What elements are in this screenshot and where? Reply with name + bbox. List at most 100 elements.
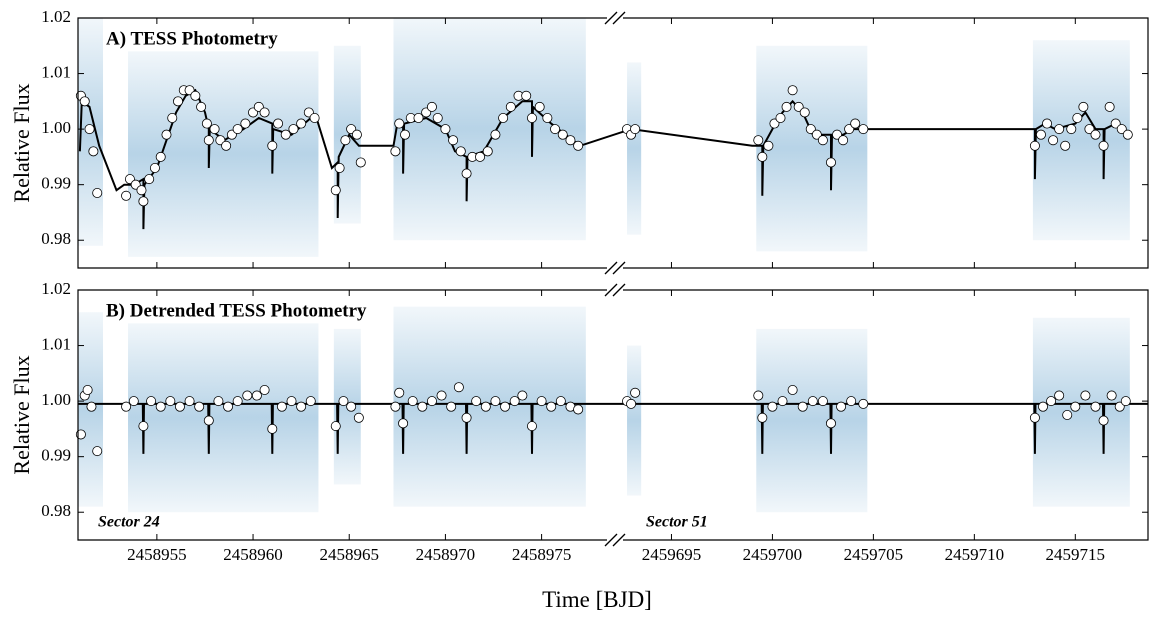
binned-point — [173, 96, 184, 107]
binned-point — [84, 124, 95, 135]
binned-point — [121, 190, 132, 201]
binned-point — [767, 401, 778, 412]
binned-point — [1054, 390, 1065, 401]
binned-point — [413, 113, 424, 124]
binned-point — [288, 124, 299, 135]
x-tick-label: 2458970 — [416, 545, 476, 564]
binned-point — [213, 396, 224, 407]
binned-point — [346, 401, 357, 412]
binned-point — [273, 118, 284, 129]
binned-point — [155, 151, 166, 162]
y-tick-label: 1.00 — [41, 118, 71, 137]
binned-point — [165, 396, 176, 407]
binned-point — [565, 135, 576, 146]
axis-break — [612, 283, 626, 297]
binned-point — [534, 101, 545, 112]
binned-point — [138, 421, 149, 432]
binned-point — [436, 390, 447, 401]
binned-point — [448, 135, 459, 146]
binned-point — [630, 124, 641, 135]
binned-point — [259, 107, 270, 118]
flux-scatter — [128, 323, 319, 513]
binned-point — [509, 396, 520, 407]
binned-point — [482, 146, 493, 157]
binned-point — [1078, 101, 1089, 112]
binned-point — [240, 118, 251, 129]
binned-point — [446, 401, 457, 412]
binned-point — [626, 398, 637, 409]
binned-point — [259, 384, 270, 395]
binned-point — [475, 151, 486, 162]
binned-point — [394, 387, 405, 398]
binned-point — [144, 174, 155, 185]
binned-point — [1106, 390, 1117, 401]
binned-point — [573, 404, 584, 415]
binned-point — [505, 101, 516, 112]
binned-point — [146, 396, 157, 407]
binned-point — [1029, 140, 1040, 151]
binned-point — [797, 401, 808, 412]
binned-point — [223, 401, 234, 412]
binned-point — [461, 412, 472, 423]
binned-point — [390, 401, 401, 412]
y-tick-label: 1.01 — [41, 334, 71, 353]
y-tick-label: 1.02 — [41, 7, 71, 26]
panel: 0.98 0.99 1.00 1.01 1.02 A) TESS Photometry Re… — [9, 7, 1149, 275]
binned-point — [251, 390, 262, 401]
binned-point — [517, 390, 528, 401]
binned-point — [455, 146, 466, 157]
binned-point — [267, 140, 278, 151]
binned-point — [340, 135, 351, 146]
binned-point — [1060, 140, 1071, 151]
binned-point — [136, 185, 147, 196]
flux-scatter — [1032, 40, 1130, 241]
binned-point — [296, 118, 307, 129]
axis-frame — [77, 289, 1149, 541]
binned-point — [1090, 401, 1101, 412]
binned-point — [203, 135, 214, 146]
binned-point — [286, 396, 297, 407]
axis-break — [604, 533, 618, 547]
y-tick-label: 1.01 — [41, 62, 71, 81]
binned-point — [407, 396, 418, 407]
binned-point — [440, 124, 451, 135]
binned-point — [149, 162, 160, 173]
x-tick-label: 2458960 — [223, 545, 283, 564]
binned-point — [1104, 101, 1115, 112]
binned-point — [1098, 415, 1109, 426]
binned-point — [138, 196, 149, 207]
binned-point — [753, 390, 764, 401]
y-tick-label: 1.00 — [41, 390, 71, 409]
binned-point — [807, 396, 818, 407]
binned-point — [232, 124, 243, 135]
binned-point — [1048, 135, 1059, 146]
binned-point — [526, 421, 537, 432]
panel-title: A) TESS Photometry — [106, 28, 278, 49]
binned-point — [480, 401, 491, 412]
binned-point — [196, 101, 207, 112]
binned-point — [817, 396, 828, 407]
binned-point — [167, 113, 178, 124]
binned-point — [390, 146, 401, 157]
y-tick-label: 0.99 — [41, 174, 71, 193]
binned-point — [757, 412, 768, 423]
y-tick-label: 0.98 — [41, 229, 71, 248]
x-tick-label: 2458955 — [127, 545, 187, 564]
binned-point — [1122, 129, 1133, 140]
binned-point — [1029, 412, 1040, 423]
binned-point — [338, 396, 349, 407]
flux-scatter — [756, 45, 868, 252]
binned-point — [763, 140, 774, 151]
x-tick-label: 2459705 — [844, 545, 904, 564]
binned-point — [1070, 401, 1081, 412]
annotation: Sector 51 — [646, 514, 708, 531]
axis-break — [612, 11, 626, 25]
binned-point — [825, 418, 836, 429]
binned-point — [121, 401, 132, 412]
binned-point — [836, 401, 847, 412]
binned-point — [296, 401, 307, 412]
binned-point — [461, 168, 472, 179]
binned-point — [817, 135, 828, 146]
binned-point — [757, 151, 768, 162]
